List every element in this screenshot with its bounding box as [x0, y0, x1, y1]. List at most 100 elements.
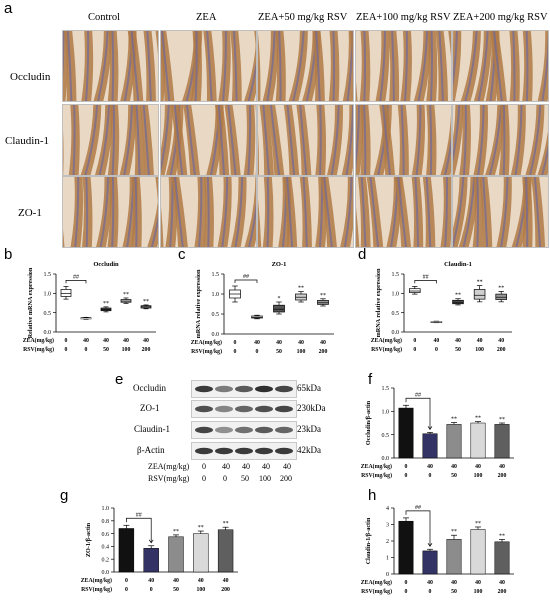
row-label-zea: ZEA(mg/kg)	[371, 337, 402, 344]
villus-shape	[453, 105, 464, 175]
villus-core	[278, 31, 282, 101]
villus-core	[438, 31, 444, 101]
blot-band	[275, 426, 293, 434]
rsv-dose-value: 50	[276, 349, 282, 355]
zea-dose-value: 40	[499, 464, 505, 470]
villus-core	[476, 177, 480, 247]
villus-core	[198, 177, 203, 247]
y-axis-label: ZO-1/β-actin	[85, 522, 92, 557]
villus-core	[286, 177, 294, 247]
villus-shape	[349, 31, 353, 101]
zea-dose-value: 0	[125, 578, 128, 584]
villus-shape	[258, 132, 260, 175]
y-tick-label: 1.5	[212, 272, 220, 278]
rsv-dose-value: 50	[451, 589, 457, 595]
y-tick-label: 0.0	[44, 330, 52, 336]
blot-label-occludin: Occludin	[133, 383, 166, 393]
significance-label-control: ##	[423, 274, 429, 280]
significance-label: **	[451, 417, 457, 423]
blot-rsv-value: 100	[259, 474, 271, 483]
column-label-zea-100: ZEA+100 mg/kg RSV	[356, 12, 451, 23]
villus-core	[248, 202, 256, 247]
villus-core	[343, 177, 353, 247]
zea-dose-value: 0	[413, 338, 416, 344]
blot-band	[255, 447, 273, 455]
villus-core	[99, 177, 110, 247]
row-label-rsv: RSV(mg/kg)	[361, 472, 392, 479]
villus-core	[541, 31, 548, 101]
significance-label: **	[477, 280, 483, 286]
villus-core	[345, 105, 353, 175]
blot-band	[275, 385, 293, 393]
column-label-zea-50: ZEA+50 mg/kg RSV	[258, 12, 348, 23]
ihc-micrograph	[62, 176, 159, 248]
row-label-rsv: RSV(mg/kg)	[23, 346, 54, 353]
y-tick-label: 0.6	[102, 532, 110, 538]
micrograph-image	[161, 177, 256, 247]
chart-title: ZO-1	[272, 261, 287, 268]
y-tick-label: 1	[386, 556, 389, 562]
significance-label: **	[475, 416, 481, 422]
significance-label: **	[298, 286, 304, 292]
villus-core	[286, 105, 296, 175]
row-label-zea: ZEA(mg/kg)	[23, 337, 54, 344]
comparison-bracket	[126, 517, 152, 543]
villus-core	[186, 105, 196, 175]
zea-dose-value: 0	[65, 338, 68, 344]
significance-label: **	[451, 529, 457, 535]
villus-core	[266, 177, 270, 247]
chart-claudin1-mrna: Claudin-1 0.0 0.5 1.0 1.5 mRNA relative expre…	[371, 261, 512, 353]
villus-core	[217, 105, 226, 175]
box	[317, 300, 329, 305]
zea-dose-value: 0	[405, 580, 408, 586]
rsv-dose-value: 0	[413, 347, 416, 353]
villus-shape	[453, 31, 462, 101]
significance-label: **	[123, 292, 129, 298]
box	[495, 293, 507, 300]
box	[60, 289, 72, 297]
blot-band	[195, 447, 213, 455]
rsv-dose-value: 0	[85, 347, 88, 353]
bar	[470, 422, 486, 459]
villus-core	[417, 31, 429, 101]
villus-core	[482, 177, 489, 247]
blot-bands	[195, 426, 293, 434]
column-label-zea-200: ZEA+200 mg/kg RSV	[453, 12, 548, 23]
rsv-dose-value: 200	[497, 347, 506, 353]
y-tick-label: 2	[386, 539, 389, 545]
villus-core	[444, 177, 449, 247]
micrograph-image	[63, 177, 158, 247]
column-label-control: Control	[88, 12, 121, 23]
rsv-dose-value: 200	[498, 473, 507, 479]
villus-core	[379, 31, 386, 101]
villus-shape	[411, 105, 426, 175]
ihc-micrograph	[257, 30, 354, 102]
villus-core	[444, 137, 451, 175]
rsv-dose-value: 0	[405, 589, 408, 595]
villus-core	[369, 177, 380, 247]
significance-label-control: ##	[243, 274, 249, 280]
box	[473, 289, 486, 300]
row-label-zea: ZEA(mg/kg)	[361, 463, 392, 470]
significance-label: **	[498, 285, 504, 291]
significance-label-control: ##	[73, 274, 79, 280]
y-tick-label: 1.0	[44, 292, 52, 298]
villus-core	[85, 31, 90, 101]
bracket-arrow	[427, 543, 433, 547]
villus-core	[332, 31, 336, 101]
blot-band	[235, 385, 253, 393]
micrograph-image	[258, 105, 353, 175]
y-axis-label: Occludin/β-actin	[365, 400, 372, 445]
villus-shape	[341, 105, 353, 175]
villus-shape	[254, 31, 256, 51]
significance-label: **	[143, 299, 149, 305]
ihc-micrograph	[257, 104, 354, 176]
villus-core	[269, 105, 281, 175]
villus-core	[74, 177, 80, 247]
blot-label-beta-actin: β-Actin	[137, 445, 165, 455]
villus-core	[400, 105, 405, 175]
villus-shape	[217, 177, 232, 247]
villus-core	[415, 105, 422, 175]
y-axis-label: mRNA relative expression	[375, 268, 382, 337]
rsv-dose-value: 0	[150, 587, 153, 593]
